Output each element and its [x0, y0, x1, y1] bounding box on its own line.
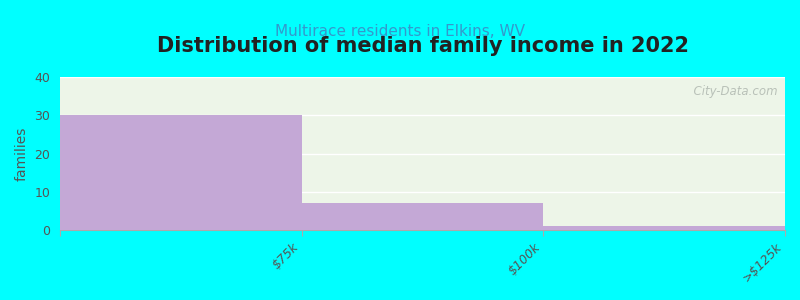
- Title: Distribution of median family income in 2022: Distribution of median family income in …: [157, 36, 689, 56]
- Bar: [543, 226, 785, 230]
- Y-axis label: families: families: [15, 126, 29, 181]
- Text: City-Data.com: City-Data.com: [686, 85, 778, 98]
- Bar: [302, 203, 543, 230]
- Bar: [60, 115, 302, 230]
- Text: Multirace residents in Elkins, WV: Multirace residents in Elkins, WV: [275, 24, 525, 39]
